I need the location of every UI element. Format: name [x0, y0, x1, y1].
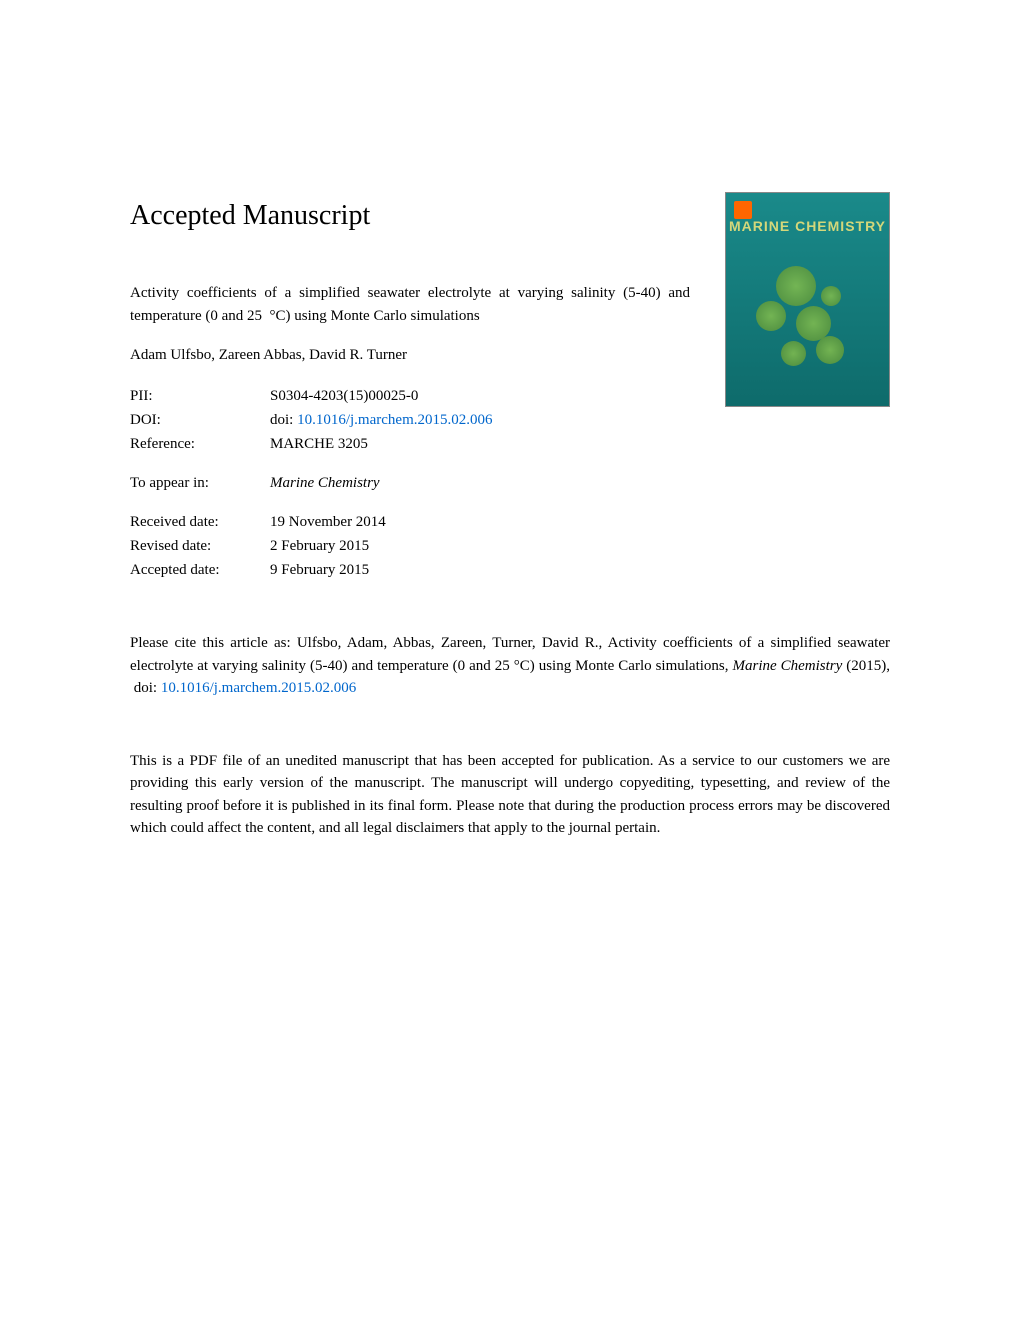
metadata-row-to-appear: To appear in: Marine Chemistry	[130, 471, 890, 495]
metadata-row-reference: Reference: MARCHE 3205	[130, 432, 890, 456]
metadata-label-revised: Revised date:	[130, 534, 270, 558]
journal-cover-thumbnail: MARINE CHEMISTRY	[725, 192, 890, 407]
elsevier-logo-icon	[734, 201, 752, 219]
metadata-label-reference: Reference:	[130, 432, 270, 456]
metadata-row-accepted: Accepted date: 9 February 2015	[130, 558, 890, 582]
dates-block: Received date: 19 November 2014 Revised …	[130, 510, 890, 582]
metadata-row-revised: Revised date: 2 February 2015	[130, 534, 890, 558]
citation-journal-name: Marine Chemistry	[732, 658, 842, 674]
metadata-value-accepted: 9 February 2015	[270, 558, 369, 582]
metadata-value-reference: MARCHE 3205	[270, 432, 368, 456]
metadata-label-received: Received date:	[130, 510, 270, 534]
metadata-value-pii: S0304-4203(15)00025-0	[270, 384, 418, 408]
doi-prefix: doi:	[270, 412, 297, 428]
citation-doi-link[interactable]: 10.1016/j.marchem.2015.02.006	[161, 680, 356, 696]
metadata-block: PII: S0304-4203(15)00025-0 DOI: doi: 10.…	[130, 384, 890, 582]
metadata-value-to-appear: Marine Chemistry	[270, 471, 380, 495]
citation-block: Please cite this article as: Ulfsbo, Ada…	[130, 632, 890, 700]
metadata-label-doi: DOI:	[130, 408, 270, 432]
metadata-row-received: Received date: 19 November 2014	[130, 510, 890, 534]
metadata-row-doi: DOI: doi: 10.1016/j.marchem.2015.02.006	[130, 408, 890, 432]
metadata-label-to-appear: To appear in:	[130, 471, 270, 495]
article-title: Activity coefficients of a simplified se…	[130, 282, 690, 327]
metadata-value-doi: doi: 10.1016/j.marchem.2015.02.006	[270, 408, 492, 432]
doi-link[interactable]: 10.1016/j.marchem.2015.02.006	[297, 412, 492, 428]
metadata-value-revised: 2 February 2015	[270, 534, 369, 558]
journal-cover-artwork	[746, 256, 866, 386]
metadata-value-received: 19 November 2014	[270, 510, 386, 534]
metadata-label-pii: PII:	[130, 384, 270, 408]
metadata-label-accepted: Accepted date:	[130, 558, 270, 582]
content-area: MARINE CHEMISTRY Activity coefficients o…	[130, 282, 890, 840]
disclaimer-block: This is a PDF file of an unedited manusc…	[130, 750, 890, 840]
